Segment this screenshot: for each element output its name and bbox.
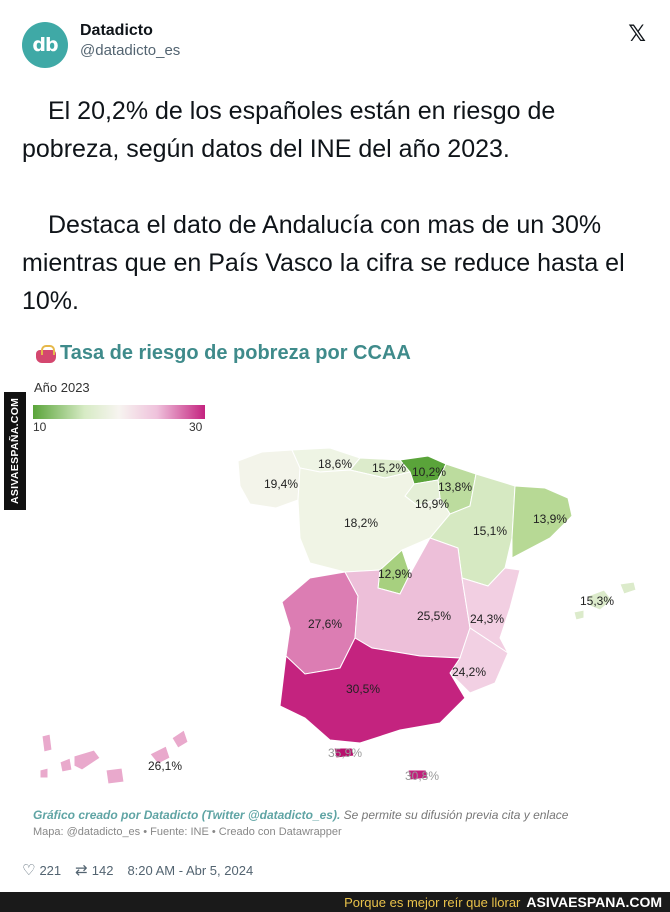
tweet-paragraph-2: Destaca el dato de Andalucía con mas de … [22,211,625,315]
like-button[interactable]: ♡ 221 [22,861,61,879]
region-cataluna [511,485,573,559]
region-melilla [407,769,429,781]
x-logo-icon[interactable]: 𝕏 [628,22,646,47]
chart-credit: Gráfico creado por Datadicto (Twitter @d… [33,808,568,822]
label-castilla-la-mancha: 25,5% [417,609,451,623]
tweet-paragraph-1: El 20,2% de los españoles están en riesg… [22,97,556,163]
label-cataluna: 13,9% [533,512,567,526]
label-la-rioja: 16,9% [415,497,449,511]
legend-min-label: 10 [33,420,47,434]
region-ceuta [333,747,355,759]
label-navarra: 13,8% [438,480,472,494]
label-pais-vasco: 10,2% [412,465,446,479]
tweet-header: db Datadicto @datadicto_es 𝕏 [22,20,650,70]
heart-icon: ♡ [22,861,36,879]
purse-icon [34,344,58,364]
tweet-text: El 20,2% de los españoles están en riesg… [22,92,652,358]
label-murcia: 24,2% [452,665,486,679]
tweet-timestamp[interactable]: 8:20 AM - Abr 5, 2024 [127,862,254,878]
label-madrid: 12,9% [378,567,412,581]
avatar-logo-text: db [32,34,58,56]
footer-site-link[interactable]: ASIVAESPANA.COM [526,894,662,910]
spain-map: 18,6% 15,2% 10,2% 13,8% 19,4% 16,9% 13,9… [39,447,637,785]
footer-slogan: Porque es mejor reír que llorar [344,894,521,910]
retweet-count: 142 [91,862,114,878]
chart-credit-rest: Se permite su difusión previa cita y enl… [340,808,569,822]
legend-max-label: 30 [189,420,203,434]
label-ceuta: 35,9% [328,746,362,760]
label-andalucia: 30,5% [346,682,380,696]
label-valencia: 24,3% [470,612,504,626]
user-handle[interactable]: @datadicto_es [80,42,181,59]
region-canarias [39,729,189,785]
user-name[interactable]: Datadicto [80,22,153,39]
legend-title: Año 2023 [34,380,90,395]
region-castilla-leon [297,467,451,573]
chart-title: Tasa de riesgo de pobreza por CCAA [34,342,411,365]
label-castilla-leon: 18,2% [344,516,378,530]
chart-title-text: Tasa de riesgo de pobreza por CCAA [60,342,411,364]
label-aragon: 15,1% [473,524,507,538]
chart-image[interactable]: Tasa de riesgo de pobreza por CCAA Año 2… [0,338,670,848]
like-count: 221 [39,862,62,878]
chart-credit-bold: Gráfico creado por Datadicto (Twitter @d… [33,808,341,822]
region-andalucia [279,637,466,744]
label-asturias: 18,6% [318,457,352,471]
label-canarias: 26,1% [148,759,182,773]
retweet-button[interactable]: ⇄ 142 [75,861,113,879]
footer-banner: Porque es mejor reír que llorar ASIVAESP… [0,892,670,912]
legend-color-scale [33,405,205,419]
label-cantabria: 15,2% [372,461,406,475]
label-baleares: 15,3% [580,594,614,608]
avatar[interactable]: db [22,22,68,68]
tweet-stats: ♡ 221 ⇄ 142 8:20 AM - Abr 5, 2024 [22,860,253,880]
label-melilla: 30,8% [405,769,439,783]
region-baleares [573,581,637,621]
chart-source: Mapa: @datadicto_es • Fuente: INE • Crea… [33,826,342,838]
retweet-icon: ⇄ [75,861,88,879]
label-extremadura: 27,6% [308,617,342,631]
label-galicia: 19,4% [264,477,298,491]
